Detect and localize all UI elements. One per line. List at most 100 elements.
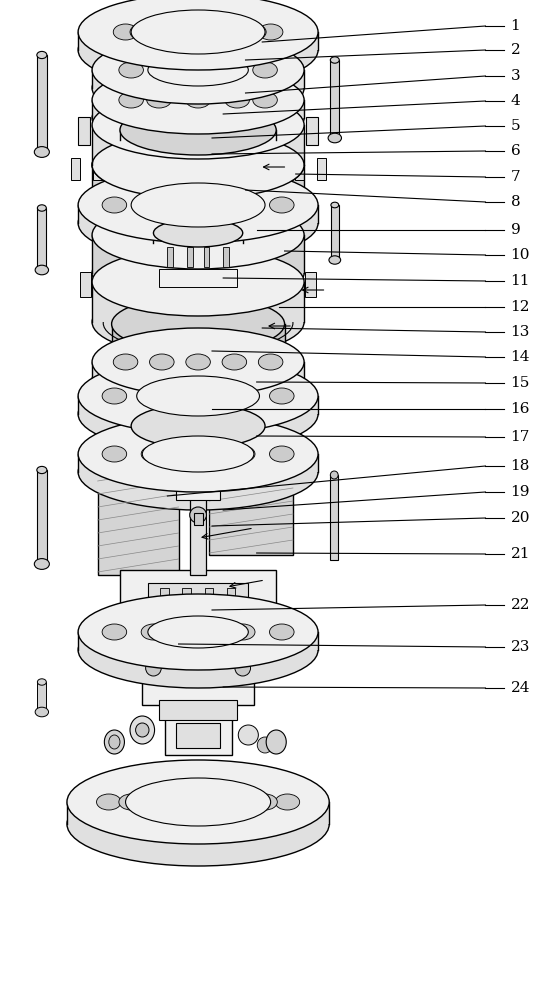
Ellipse shape [142,147,254,183]
Polygon shape [92,235,304,273]
Ellipse shape [102,624,127,640]
Ellipse shape [141,197,166,213]
Ellipse shape [186,92,210,108]
Ellipse shape [112,296,285,352]
Bar [176,485,220,500]
Ellipse shape [37,205,46,211]
Text: 24: 24 [511,681,530,695]
Bar [330,60,339,138]
Ellipse shape [148,54,248,86]
Polygon shape [92,125,304,165]
Ellipse shape [67,782,329,866]
Ellipse shape [331,202,339,208]
Bar [205,588,213,600]
Polygon shape [78,454,318,472]
Bar [159,269,237,287]
Ellipse shape [130,24,155,40]
Ellipse shape [92,84,304,152]
Ellipse shape [92,346,304,414]
Bar [223,247,229,267]
Ellipse shape [275,794,300,810]
Ellipse shape [186,446,210,462]
Bar [209,460,293,555]
Ellipse shape [242,24,266,40]
Ellipse shape [67,760,329,844]
Ellipse shape [186,794,210,810]
Ellipse shape [186,388,210,404]
Bar [173,646,179,658]
Polygon shape [120,130,276,140]
Ellipse shape [329,256,340,264]
Ellipse shape [270,624,294,640]
Bar [165,314,232,332]
Polygon shape [112,324,285,362]
Ellipse shape [78,185,318,261]
Ellipse shape [150,354,174,370]
Text: 13: 13 [511,325,530,339]
Ellipse shape [97,794,121,810]
Text: 10: 10 [511,248,530,262]
Ellipse shape [92,328,304,396]
Bar [78,117,90,145]
Ellipse shape [270,197,294,213]
Text: 8: 8 [511,195,520,209]
Bar [37,470,47,564]
Text: 22: 22 [511,598,530,612]
Ellipse shape [113,354,138,370]
Polygon shape [92,100,304,118]
Ellipse shape [120,105,276,155]
Bar [167,247,173,267]
Ellipse shape [270,388,294,404]
Ellipse shape [78,434,318,510]
Ellipse shape [230,794,255,810]
Bar [227,588,235,600]
Ellipse shape [131,301,265,345]
Bar [220,109,234,123]
Ellipse shape [258,24,283,40]
Polygon shape [78,205,318,223]
Ellipse shape [92,288,304,356]
Ellipse shape [78,12,318,88]
Ellipse shape [204,109,215,117]
Ellipse shape [78,376,318,452]
Bar [80,272,91,297]
Ellipse shape [119,92,143,108]
Ellipse shape [112,334,285,390]
Bar [218,646,223,658]
Ellipse shape [102,197,127,213]
Text: 9: 9 [511,223,520,237]
Text: 5: 5 [511,119,520,133]
Ellipse shape [186,354,210,370]
Ellipse shape [131,422,265,466]
Text: 20: 20 [511,511,530,525]
Ellipse shape [235,660,251,676]
Ellipse shape [230,446,255,462]
Bar [139,380,146,405]
Ellipse shape [37,51,47,59]
Ellipse shape [142,436,254,472]
Ellipse shape [230,624,255,640]
Ellipse shape [253,62,277,78]
Ellipse shape [78,358,318,434]
Text: 15: 15 [511,376,530,390]
Polygon shape [67,802,329,824]
Bar [159,700,237,720]
Ellipse shape [266,730,286,754]
Ellipse shape [92,66,304,134]
Ellipse shape [102,446,127,462]
Ellipse shape [165,109,176,117]
Ellipse shape [35,147,50,157]
Text: 14: 14 [511,350,530,364]
Ellipse shape [257,737,273,753]
Ellipse shape [78,0,318,70]
Ellipse shape [141,794,166,810]
Bar [182,588,191,600]
Ellipse shape [137,376,259,416]
Bar [165,715,232,755]
Ellipse shape [222,354,247,370]
Text: 18: 18 [511,459,530,473]
Text: 2: 2 [511,43,520,57]
Text: 6: 6 [511,144,520,158]
Text: 7: 7 [511,170,520,184]
Ellipse shape [141,446,166,462]
